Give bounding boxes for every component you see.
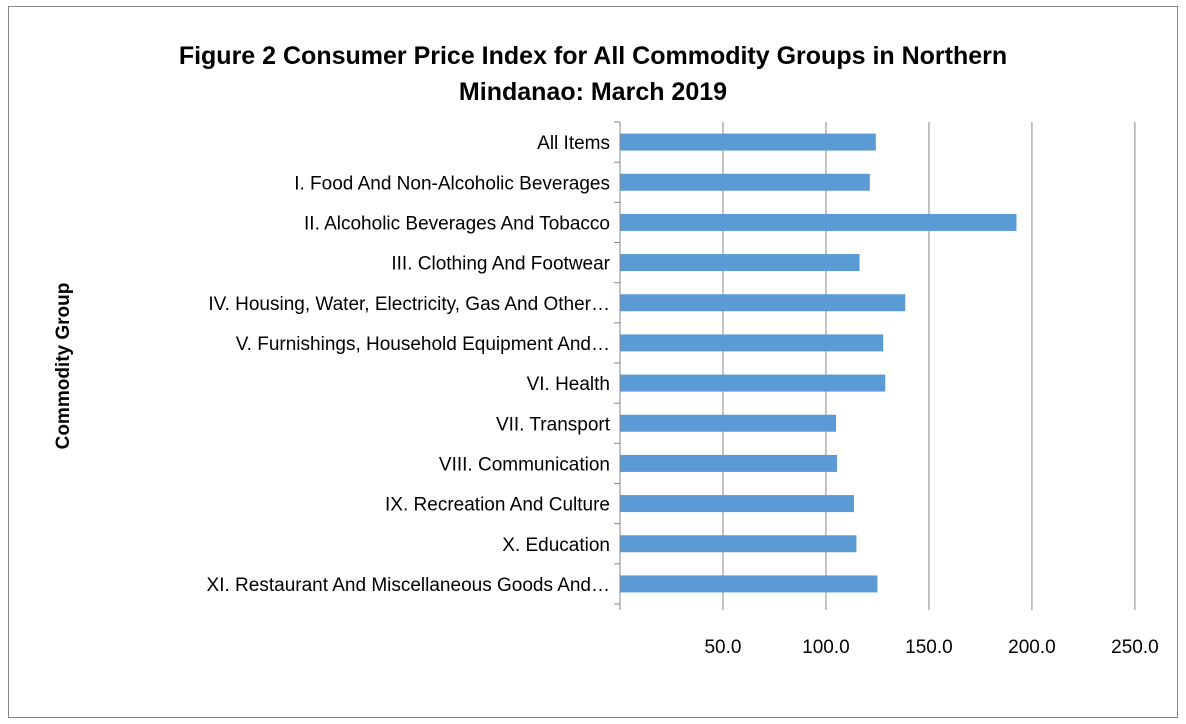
x-tick-label: 50.0 [704,637,741,658]
gridlines [722,122,1136,604]
bars [620,133,1017,593]
bar [620,334,884,352]
category-label: IV. Housing, Water, Electricity, Gas And… [208,294,610,315]
axes [614,121,1136,610]
category-label: II. Alcoholic Beverages And Tobacco [304,213,610,234]
category-labels: All Items I. Food And Non-Alcoholic Bever… [207,133,611,596]
x-tick-label: 100.0 [802,637,850,658]
x-tick-labels: 50.0 100.0 150.0 200.0 250.0 [704,637,1158,658]
category-label: VIII. Communication [439,454,610,475]
category-label: XI. Restaurant And Miscellaneous Goods A… [207,575,610,596]
category-label: V. Furnishings, Household Equipment And… [236,334,610,355]
category-label: I. Food And Non-Alcoholic Beverages [294,173,610,194]
category-label: VII. Transport [496,414,611,435]
bar [620,133,876,151]
chart-frame [8,6,1178,718]
chart-title: Figure 2 Consumer Price Index for All Co… [0,38,1186,110]
bar [620,374,886,392]
x-tick-label: 200.0 [1008,637,1056,658]
chart-title-line-1: Figure 2 Consumer Price Index for All Co… [178,42,1008,70]
bar [620,213,1017,231]
chart-title-line-2: Mindanao: March 2019 [458,78,728,106]
x-tick-label: 250.0 [1111,637,1159,658]
category-label: IX. Recreation And Culture [385,495,610,516]
category-label: X. Education [502,535,610,556]
bar [620,254,860,272]
bar [620,173,870,191]
category-label: VI. Health [527,374,610,395]
bar [620,294,906,312]
bar [620,495,854,513]
category-label: III. Clothing And Footwear [391,254,610,275]
category-label: All Items [537,133,610,154]
bar [620,414,837,432]
x-tick-label: 150.0 [905,637,953,658]
bar [620,454,838,472]
bar [620,535,857,553]
bar [620,575,878,593]
